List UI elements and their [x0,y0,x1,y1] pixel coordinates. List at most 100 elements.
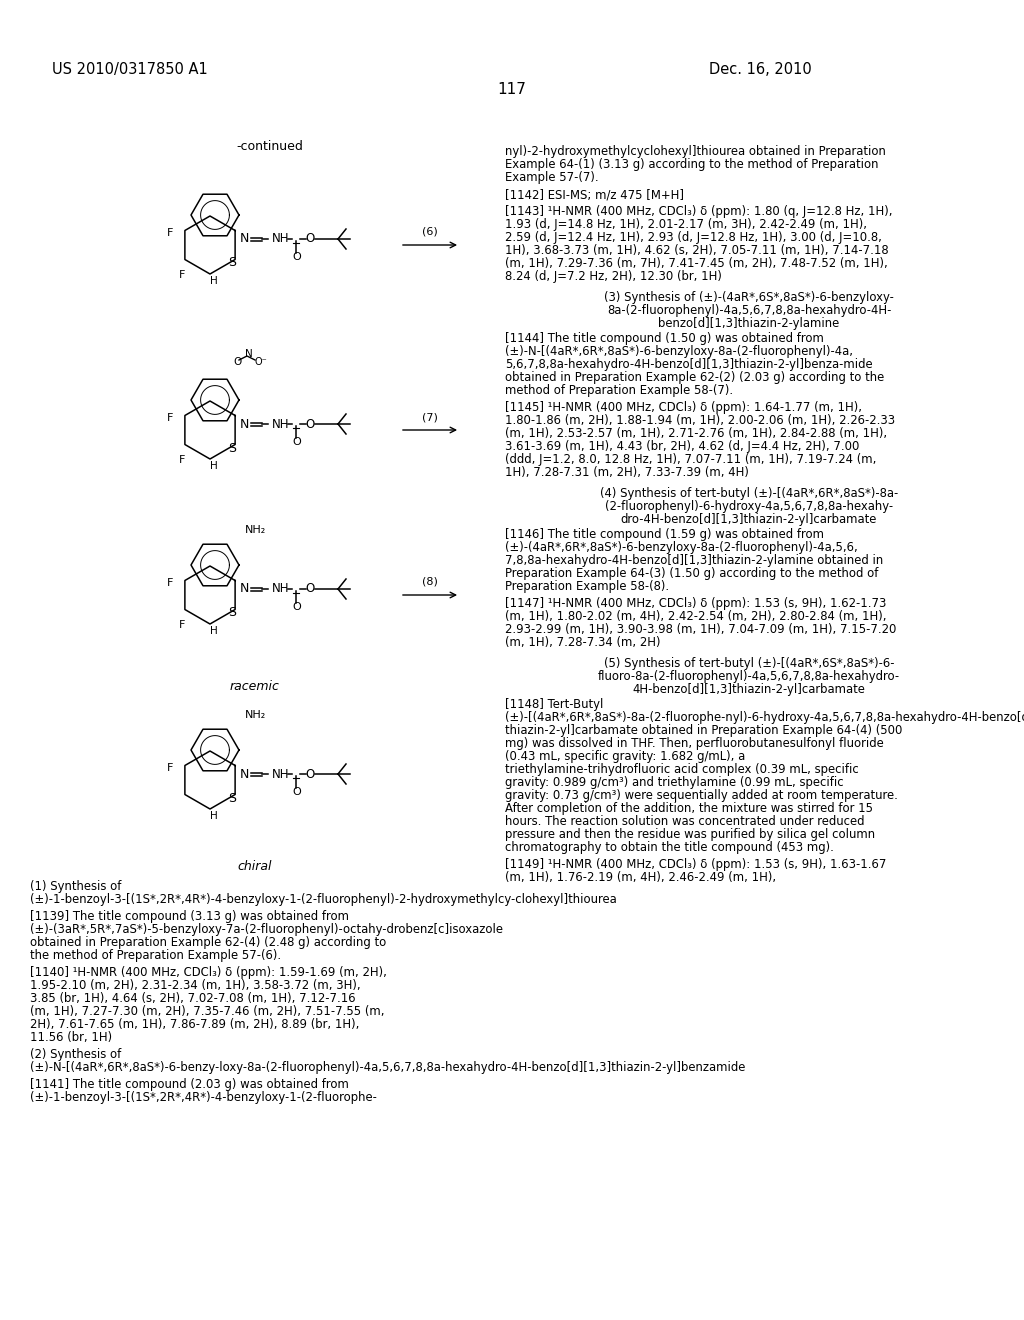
Text: 5,6,7,8,8a-hexahydro-4H-benzo[d][1,3]thiazin-2-yl]benza-mide: 5,6,7,8,8a-hexahydro-4H-benzo[d][1,3]thi… [505,358,872,371]
Text: (4) Synthesis of tert-butyl (±)-[(4aR*,6R*,8aS*)-8a-: (4) Synthesis of tert-butyl (±)-[(4aR*,6… [600,487,898,500]
Text: H: H [210,810,218,821]
Text: 1.95-2.10 (m, 2H), 2.31-2.34 (m, 1H), 3.58-3.72 (m, 3H),: 1.95-2.10 (m, 2H), 2.31-2.34 (m, 1H), 3.… [30,979,360,993]
Text: 8a-(2-fluorophenyl)-4a,5,6,7,8,8a-hexahydro-4H-: 8a-(2-fluorophenyl)-4a,5,6,7,8,8a-hexahy… [607,304,891,317]
Text: NH: NH [272,582,290,595]
Text: nyl)-2-hydroxymethylcyclohexyl]thiourea obtained in Preparation: nyl)-2-hydroxymethylcyclohexyl]thiourea … [505,145,886,158]
Text: (±)-1-benzoyl-3-[(1S*,2R*,4R*)-4-benzyloxy-1-(2-fluorophenyl)-2-hydroxymethylcy-: (±)-1-benzoyl-3-[(1S*,2R*,4R*)-4-benzylo… [30,894,616,906]
Text: Dec. 16, 2010: Dec. 16, 2010 [709,62,811,77]
Text: N: N [245,348,253,359]
Text: fluoro-8a-(2-fluorophenyl)-4a,5,6,7,8,8a-hexahydro-: fluoro-8a-(2-fluorophenyl)-4a,5,6,7,8,8a… [598,671,900,682]
Text: 8.24 (d, J=7.2 Hz, 2H), 12.30 (br, 1H): 8.24 (d, J=7.2 Hz, 2H), 12.30 (br, 1H) [505,271,722,282]
Text: (m, 1H), 1.76-2.19 (m, 4H), 2.46-2.49 (m, 1H),: (m, 1H), 1.76-2.19 (m, 4H), 2.46-2.49 (m… [505,871,776,884]
Text: Example 57-(7).: Example 57-(7). [505,172,599,183]
Text: O: O [305,417,314,430]
Text: (3) Synthesis of (±)-(4aR*,6S*,8aS*)-6-benzyloxy-: (3) Synthesis of (±)-(4aR*,6S*,8aS*)-6-b… [604,290,894,304]
Text: (0.43 mL, specific gravity: 1.682 g/mL), a: (0.43 mL, specific gravity: 1.682 g/mL),… [505,750,745,763]
Text: (±)-N-[(4aR*,6R*,8aS*)-6-benzyloxy-8a-(2-fluorophenyl)-4a,: (±)-N-[(4aR*,6R*,8aS*)-6-benzyloxy-8a-(2… [505,345,853,358]
Text: H: H [210,461,218,471]
Text: Preparation Example 58-(8).: Preparation Example 58-(8). [505,579,669,593]
Text: (2-fluorophenyl)-6-hydroxy-4a,5,6,7,8,8a-hexahy-: (2-fluorophenyl)-6-hydroxy-4a,5,6,7,8,8a… [605,500,893,513]
Text: [1141] The title compound (2.03 g) was obtained from: [1141] The title compound (2.03 g) was o… [30,1078,349,1092]
Text: obtained in Preparation Example 62-(2) (2.03 g) according to the: obtained in Preparation Example 62-(2) (… [505,371,885,384]
Text: F: F [179,455,185,465]
Text: [1144] The title compound (1.50 g) was obtained from: [1144] The title compound (1.50 g) was o… [505,333,824,345]
Text: benzo[d][1,3]thiazin-2-ylamine: benzo[d][1,3]thiazin-2-ylamine [658,317,840,330]
Text: 3.85 (br, 1H), 4.64 (s, 2H), 7.02-7.08 (m, 1H), 7.12-7.16: 3.85 (br, 1H), 4.64 (s, 2H), 7.02-7.08 (… [30,993,355,1005]
Text: O⁻: O⁻ [255,356,267,367]
Text: O: O [293,787,301,797]
Text: O: O [305,582,314,595]
Text: NH: NH [272,767,290,780]
Text: O: O [293,252,301,261]
Text: (6): (6) [422,227,438,238]
Text: [1147] ¹H-NMR (400 MHz, CDCl₃) δ (ppm): 1.53 (s, 9H), 1.62-1.73: [1147] ¹H-NMR (400 MHz, CDCl₃) δ (ppm): … [505,597,887,610]
Text: (±)-[(4aR*,6R*,8aS*)-8a-(2-fluorophe-nyl)-6-hydroxy-4a,5,6,7,8,8a-hexahydro-4H-b: (±)-[(4aR*,6R*,8aS*)-8a-(2-fluorophe-nyl… [505,711,1024,723]
Text: Preparation Example 64-(3) (1.50 g) according to the method of: Preparation Example 64-(3) (1.50 g) acco… [505,568,879,579]
Text: triethylamine-trihydrofluoric acid complex (0.39 mL, specific: triethylamine-trihydrofluoric acid compl… [505,763,859,776]
Text: 117: 117 [498,82,526,96]
Text: F: F [167,763,173,774]
Text: method of Preparation Example 58-(7).: method of Preparation Example 58-(7). [505,384,733,397]
Text: -continued: -continued [237,140,303,153]
Text: hours. The reaction solution was concentrated under reduced: hours. The reaction solution was concent… [505,814,864,828]
Text: (±)-(4aR*,6R*,8aS*)-6-benzyloxy-8a-(2-fluorophenyl)-4a,5,6,: (±)-(4aR*,6R*,8aS*)-6-benzyloxy-8a-(2-fl… [505,541,858,554]
Text: thiazin-2-yl]carbamate obtained in Preparation Example 64-(4) (500: thiazin-2-yl]carbamate obtained in Prepa… [505,723,902,737]
Text: H: H [210,276,218,286]
Text: NH₂: NH₂ [245,525,266,535]
Text: (±)-(3aR*,5R*,7aS*)-5-benzyloxy-7a-(2-fluorophenyl)-octahy-drobenz[c]isoxazole: (±)-(3aR*,5R*,7aS*)-5-benzyloxy-7a-(2-fl… [30,923,503,936]
Text: F: F [167,228,173,238]
Text: (2) Synthesis of: (2) Synthesis of [30,1048,121,1061]
Text: F: F [179,620,185,630]
Text: NH₂: NH₂ [245,710,266,719]
Text: 4H-benzo[d][1,3]thiazin-2-yl]carbamate: 4H-benzo[d][1,3]thiazin-2-yl]carbamate [633,682,865,696]
Text: O: O [232,356,241,367]
Text: N: N [240,417,249,430]
Text: [1140] ¹H-NMR (400 MHz, CDCl₃) δ (ppm): 1.59-1.69 (m, 2H),: [1140] ¹H-NMR (400 MHz, CDCl₃) δ (ppm): … [30,966,387,979]
Text: S: S [228,606,236,619]
Text: S: S [228,792,236,804]
Text: F: F [167,578,173,587]
Text: [1146] The title compound (1.59 g) was obtained from: [1146] The title compound (1.59 g) was o… [505,528,824,541]
Text: (±)-N-[(4aR*,6R*,8aS*)-6-benzy-loxy-8a-(2-fluorophenyl)-4a,5,6,7,8,8a-hexahydro-: (±)-N-[(4aR*,6R*,8aS*)-6-benzy-loxy-8a-(… [30,1061,745,1074]
Text: (m, 1H), 7.29-7.36 (m, 7H), 7.41-7.45 (m, 2H), 7.48-7.52 (m, 1H),: (m, 1H), 7.29-7.36 (m, 7H), 7.41-7.45 (m… [505,257,888,271]
Text: O: O [305,232,314,246]
Text: US 2010/0317850 A1: US 2010/0317850 A1 [52,62,208,77]
Text: 2.93-2.99 (m, 1H), 3.90-3.98 (m, 1H), 7.04-7.09 (m, 1H), 7.15-7.20: 2.93-2.99 (m, 1H), 3.90-3.98 (m, 1H), 7.… [505,623,896,636]
Text: [1145] ¹H-NMR (400 MHz, CDCl₃) δ (ppm): 1.64-1.77 (m, 1H),: [1145] ¹H-NMR (400 MHz, CDCl₃) δ (ppm): … [505,401,862,414]
Text: O: O [305,767,314,780]
Text: (±)-1-benzoyl-3-[(1S*,2R*,4R*)-4-benzyloxy-1-(2-fluorophe-: (±)-1-benzoyl-3-[(1S*,2R*,4R*)-4-benzylo… [30,1092,377,1104]
Text: H: H [210,626,218,636]
Text: F: F [179,271,185,280]
Text: 3.61-3.69 (m, 1H), 4.43 (br, 2H), 4.62 (d, J=4.4 Hz, 2H), 7.00: 3.61-3.69 (m, 1H), 4.43 (br, 2H), 4.62 (… [505,440,859,453]
Text: N: N [240,767,249,780]
Text: (m, 1H), 2.53-2.57 (m, 1H), 2.71-2.76 (m, 1H), 2.84-2.88 (m, 1H),: (m, 1H), 2.53-2.57 (m, 1H), 2.71-2.76 (m… [505,426,887,440]
Text: (5) Synthesis of tert-butyl (±)-[(4aR*,6S*,8aS*)-6-: (5) Synthesis of tert-butyl (±)-[(4aR*,6… [604,657,894,671]
Text: (1) Synthesis of: (1) Synthesis of [30,880,122,894]
Text: 1H), 3.68-3.73 (m, 1H), 4.62 (s, 2H), 7.05-7.11 (m, 1H), 7.14-7.18: 1H), 3.68-3.73 (m, 1H), 4.62 (s, 2H), 7.… [505,244,889,257]
Text: obtained in Preparation Example 62-(4) (2.48 g) according to: obtained in Preparation Example 62-(4) (… [30,936,386,949]
Text: (m, 1H), 1.80-2.02 (m, 4H), 2.42-2.54 (m, 2H), 2.80-2.84 (m, 1H),: (m, 1H), 1.80-2.02 (m, 4H), 2.42-2.54 (m… [505,610,887,623]
Text: [1142] ESI-MS; m/z 475 [M+H]: [1142] ESI-MS; m/z 475 [M+H] [505,187,684,201]
Text: gravity: 0.989 g/cm³) and triethylamine (0.99 mL, specific: gravity: 0.989 g/cm³) and triethylamine … [505,776,844,789]
Text: 1H), 7.28-7.31 (m, 2H), 7.33-7.39 (m, 4H): 1H), 7.28-7.31 (m, 2H), 7.33-7.39 (m, 4H… [505,466,749,479]
Text: After completion of the addition, the mixture was stirred for 15: After completion of the addition, the mi… [505,803,873,814]
Text: gravity: 0.73 g/cm³) were sequentially added at room temperature.: gravity: 0.73 g/cm³) were sequentially a… [505,789,898,803]
Text: [1149] ¹H-NMR (400 MHz, CDCl₃) δ (ppm): 1.53 (s, 9H), 1.63-1.67: [1149] ¹H-NMR (400 MHz, CDCl₃) δ (ppm): … [505,858,887,871]
Text: (m, 1H), 7.27-7.30 (m, 2H), 7.35-7.46 (m, 2H), 7.51-7.55 (m,: (m, 1H), 7.27-7.30 (m, 2H), 7.35-7.46 (m… [30,1005,384,1018]
Text: S: S [228,441,236,454]
Text: S: S [228,256,236,269]
Text: 2H), 7.61-7.65 (m, 1H), 7.86-7.89 (m, 2H), 8.89 (br, 1H),: 2H), 7.61-7.65 (m, 1H), 7.86-7.89 (m, 2H… [30,1018,359,1031]
Text: Example 64-(1) (3.13 g) according to the method of Preparation: Example 64-(1) (3.13 g) according to the… [505,158,879,172]
Text: pressure and then the residue was purified by silica gel column: pressure and then the residue was purifi… [505,828,876,841]
Text: 1.80-1.86 (m, 2H), 1.88-1.94 (m, 1H), 2.00-2.06 (m, 1H), 2.26-2.33: 1.80-1.86 (m, 2H), 1.88-1.94 (m, 1H), 2.… [505,414,895,426]
Text: mg) was dissolved in THF. Then, perfluorobutanesulfonyl fluoride: mg) was dissolved in THF. Then, perfluor… [505,737,884,750]
Text: (ddd, J=1.2, 8.0, 12.8 Hz, 1H), 7.07-7.11 (m, 1H), 7.19-7.24 (m,: (ddd, J=1.2, 8.0, 12.8 Hz, 1H), 7.07-7.1… [505,453,877,466]
Text: O: O [293,602,301,612]
Text: dro-4H-benzo[d][1,3]thiazin-2-yl]carbamate: dro-4H-benzo[d][1,3]thiazin-2-yl]carbama… [621,513,878,525]
Text: 11.56 (br, 1H): 11.56 (br, 1H) [30,1031,112,1044]
Text: chromatography to obtain the title compound (453 mg).: chromatography to obtain the title compo… [505,841,834,854]
Text: (m, 1H), 7.28-7.34 (m, 2H): (m, 1H), 7.28-7.34 (m, 2H) [505,636,660,649]
Text: [1139] The title compound (3.13 g) was obtained from: [1139] The title compound (3.13 g) was o… [30,909,349,923]
Text: N: N [240,232,249,246]
Text: racemic: racemic [230,680,280,693]
